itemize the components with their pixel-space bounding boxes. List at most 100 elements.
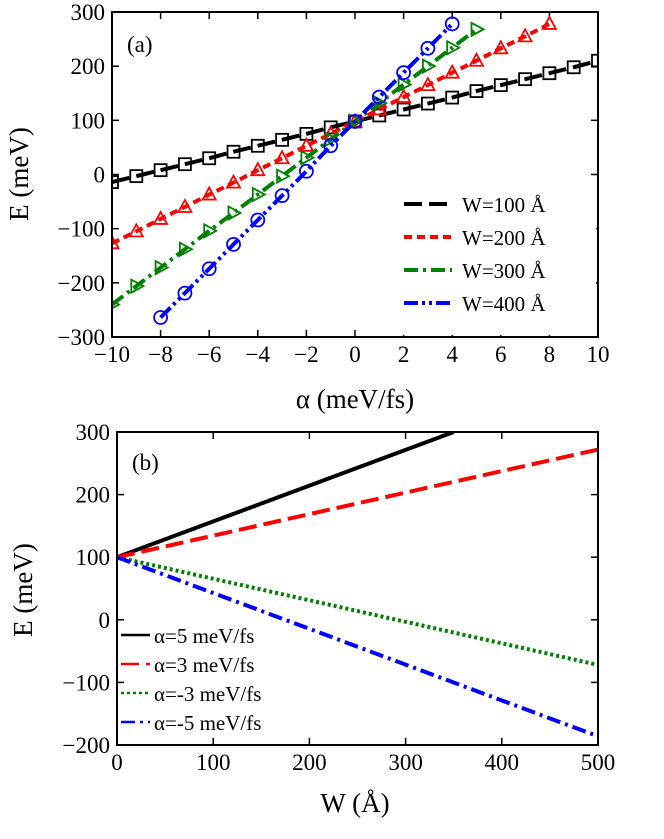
panel-a-series-1-marker bbox=[112, 234, 121, 250]
panel-b-frame bbox=[116, 431, 599, 746]
panel-a-series-1-marker bbox=[395, 88, 412, 103]
panel-a-frame bbox=[111, 11, 599, 338]
panel-a-series-1-marker bbox=[176, 198, 193, 213]
panel-a-series-3-marker bbox=[201, 261, 217, 277]
panel-a-ytick-label: 200 bbox=[71, 54, 106, 79]
panel-a-legend-background bbox=[392, 180, 596, 335]
panel-b-legend-label-3: α=-5 meV/fs bbox=[154, 711, 261, 735]
panel-a-xtick-label: 10 bbox=[587, 342, 610, 367]
panel-a-series-2-line bbox=[112, 27, 478, 307]
panel-a-series-0-marker bbox=[420, 96, 435, 111]
panel-b-ytick-label: −200 bbox=[63, 733, 110, 758]
panel-a-ytick-label: −100 bbox=[58, 217, 105, 242]
panel-a-legend-label-1: W=200 Å bbox=[462, 226, 546, 250]
panel-a-series-0-marker bbox=[275, 132, 290, 147]
panel-a-xtick-label: −6 bbox=[197, 342, 221, 367]
panel-a-series-3-marker bbox=[396, 65, 412, 81]
panel-a-xtick-label: −2 bbox=[294, 342, 318, 367]
panel-a-ytick-label: −300 bbox=[58, 325, 105, 350]
panel-a-legend: W=100 Å W=200 Å W=300 Å W=400 Å bbox=[392, 180, 596, 335]
panel-a-series-2-marker bbox=[446, 39, 462, 56]
panel-b-xtick-label: 300 bbox=[388, 750, 423, 775]
panel-b-xtick-label: 0 bbox=[111, 750, 123, 775]
panel-a-series-2-marker bbox=[349, 113, 364, 130]
panel-a-ytick-label: 0 bbox=[94, 163, 106, 188]
panel-a-series-1-marker bbox=[274, 149, 291, 165]
panel-b-legend-label-1: α=3 meV/fs bbox=[154, 653, 254, 677]
panel-a-series-1-marker bbox=[444, 63, 461, 79]
panel-a: −10 −8 −6 −4 −2 0 2 4 6 8 10 −300 −200 −100 0 100 200 300… bbox=[4, 0, 610, 414]
panel-b-ytick-label: 200 bbox=[76, 483, 111, 508]
panel-a-series-3-marker bbox=[274, 188, 290, 204]
panel-a-series-3-marker bbox=[347, 114, 363, 129]
panel-b-legend: α=5 meV/fs α=3 meV/fs α=-3 meV/fs α=-5 meV/… bbox=[121, 624, 261, 735]
panel-a-series-1-marker bbox=[517, 27, 534, 43]
panel-a-series-0-marker bbox=[445, 90, 460, 105]
panel-a-ylabel: E (meV) bbox=[4, 127, 34, 221]
panel-a-series-0-marker bbox=[250, 138, 265, 153]
panel-b-ytick-label: −100 bbox=[63, 670, 110, 695]
panel-a-series-2-marker bbox=[154, 259, 170, 276]
panel-a-series-0-marker bbox=[129, 169, 144, 184]
panel-b-xtick-label: 500 bbox=[581, 750, 616, 775]
panel-a-series-1-marker bbox=[468, 51, 485, 67]
panel-a-series-0-marker bbox=[566, 60, 581, 75]
panel-b-series-3-line bbox=[117, 555, 598, 739]
panel-a-legend-label-2: W=300 Å bbox=[462, 259, 546, 283]
panel-b-series-1-line bbox=[117, 447, 598, 560]
panel-a-series-0-marker bbox=[372, 108, 387, 123]
panel-a-series-1-marker bbox=[541, 15, 558, 30]
panel-a-xtick-label: −8 bbox=[148, 342, 172, 367]
panel-b-series bbox=[117, 432, 598, 739]
panel-b-xtick-label: 400 bbox=[485, 750, 520, 775]
panel-a-series-1-marker bbox=[492, 39, 509, 55]
panel-a-series-1-marker bbox=[128, 222, 145, 238]
panel-a-series-3-marker bbox=[153, 310, 169, 325]
panel-b-ylabel: E (meV) bbox=[8, 543, 38, 637]
panel-a-legend-label-3: W=400 Å bbox=[462, 292, 546, 316]
panel-a-series-0-marker bbox=[469, 84, 484, 98]
panel-b-label: (b) bbox=[132, 450, 159, 475]
panel-a-xtick-label: −10 bbox=[94, 342, 130, 367]
panel-a-series-2-marker bbox=[300, 149, 316, 166]
panel-a-series-3-marker bbox=[226, 236, 241, 252]
panel-a-legend-label-0: W=100 Å bbox=[462, 193, 546, 217]
panel-a-series-1-line bbox=[112, 22, 551, 246]
panel-a-series-0-marker bbox=[177, 157, 192, 172]
panel-b-series-2-line bbox=[117, 555, 598, 667]
panel-a-xtick-label: 0 bbox=[349, 342, 361, 367]
panel-a-label: (a) bbox=[127, 32, 153, 57]
panel-b-ytick-label: 300 bbox=[76, 420, 111, 445]
panel-a-series-0-marker bbox=[226, 144, 241, 159]
panel-a-ytick-label: −200 bbox=[58, 271, 105, 296]
panel-a-series-2-marker bbox=[397, 76, 413, 93]
panel-a-ticks: −10 −8 −6 −4 −2 0 2 4 6 8 10 −300 −200 −100 0 100 200 300 bbox=[58, 0, 610, 367]
panel-a-series-3-marker bbox=[444, 16, 460, 32]
panel-a-series-3-marker bbox=[298, 163, 314, 179]
panel-a-xtick-label: 8 bbox=[544, 342, 556, 367]
panel-a-series-1-marker bbox=[298, 136, 315, 152]
panel-a-xtick-label: −4 bbox=[246, 342, 271, 367]
panel-b-ytick-label: 100 bbox=[76, 545, 111, 570]
panel-a-series-0-marker bbox=[493, 78, 508, 93]
panel-b-series-0-line bbox=[117, 432, 455, 560]
panel-a-ytick-label: 100 bbox=[71, 108, 106, 133]
panel-a-xlabel: α (meV/fs) bbox=[296, 384, 414, 414]
panel-a-series-0-marker bbox=[518, 72, 532, 87]
panel-b-xlabel: W (Å) bbox=[320, 788, 389, 818]
panel-a-series-3-marker bbox=[371, 89, 387, 105]
panel-b-legend-label-0: α=5 meV/fs bbox=[154, 624, 254, 648]
panel-a-series-3-marker bbox=[177, 285, 193, 301]
panel-a-series-3-marker bbox=[323, 138, 339, 154]
panel-a-series-2-marker bbox=[178, 241, 194, 258]
panel-a-series-2-marker bbox=[421, 58, 437, 75]
panel-a-ytick-label: 300 bbox=[71, 0, 106, 25]
panel-a-series-0-marker bbox=[153, 163, 168, 178]
panel-a-series-2-marker bbox=[227, 204, 243, 221]
panel-a-series-0-marker bbox=[202, 151, 217, 166]
panel-a-series-1-marker bbox=[225, 173, 242, 189]
panel-a-series-0-marker bbox=[396, 102, 411, 117]
panel-a-series-2-marker bbox=[373, 94, 389, 112]
panel-a-series-0-marker bbox=[542, 66, 557, 81]
